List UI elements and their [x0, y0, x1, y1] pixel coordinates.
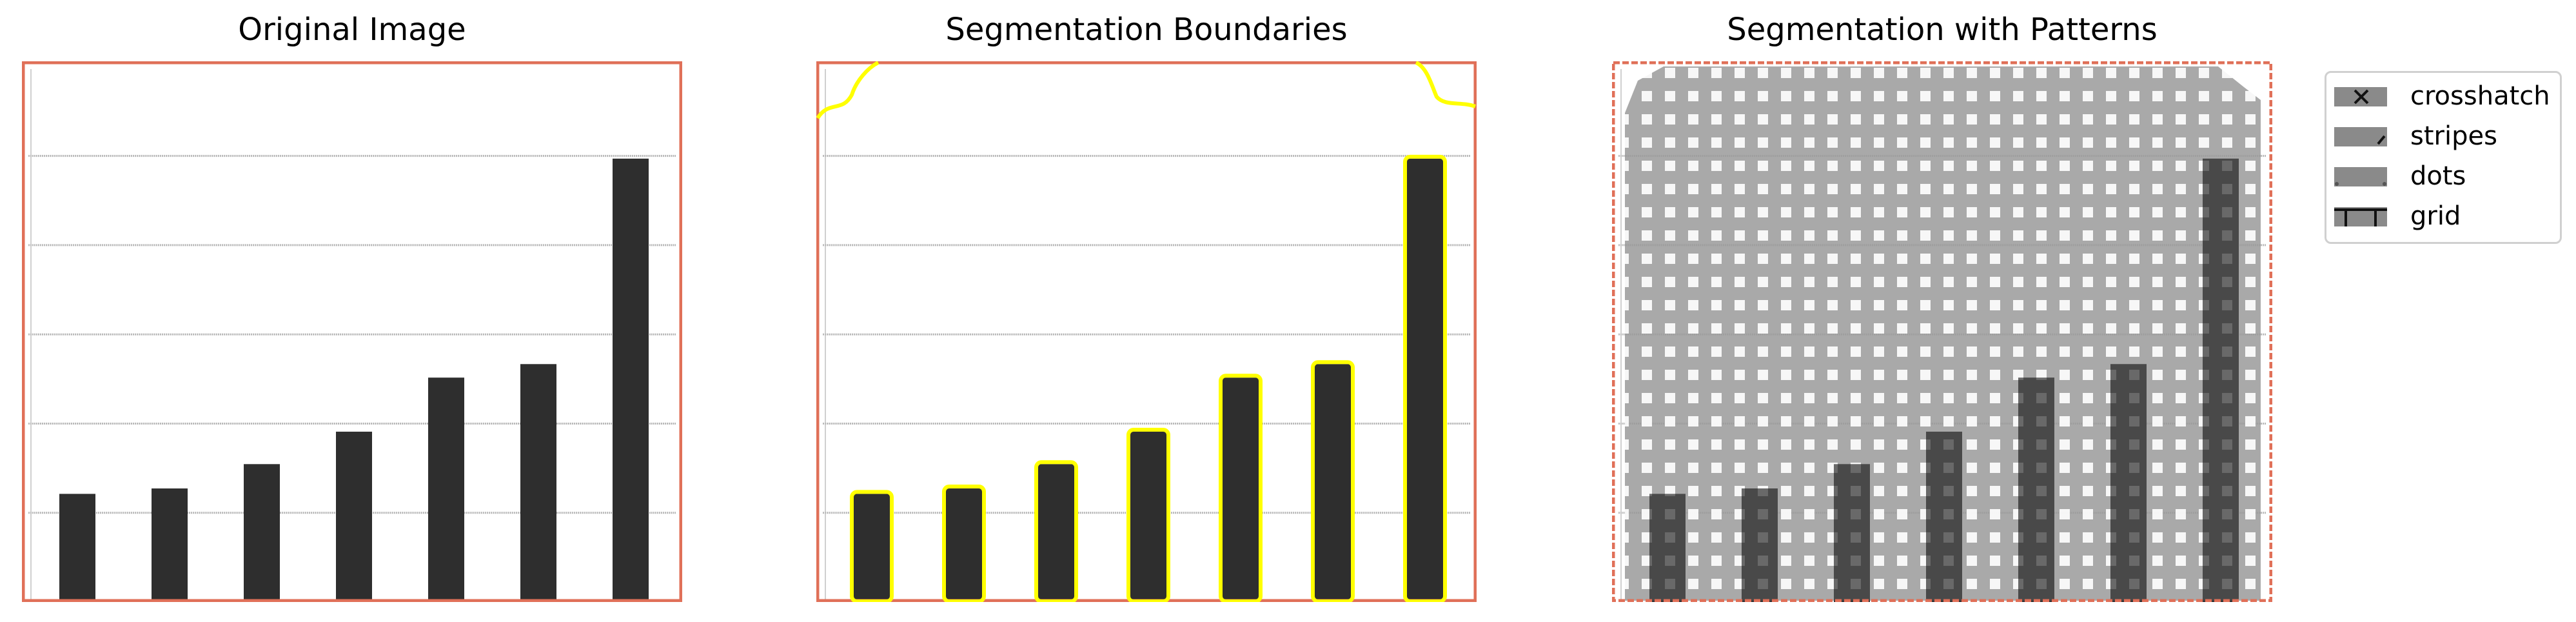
- legend-item-dots: dots: [2334, 161, 2560, 193]
- bar-boundary: [1403, 154, 1447, 602]
- segmentation-boundaries-panel: [816, 61, 1477, 602]
- stripes-icon: [2334, 127, 2387, 146]
- bar-boundary: [1126, 428, 1170, 602]
- corner-boundary: [816, 61, 880, 119]
- image-frame: [22, 61, 682, 602]
- bar: [520, 364, 556, 602]
- panel-title-patterns: Segmentation with Patterns: [1727, 12, 2158, 48]
- original-image-panel: [22, 61, 682, 602]
- panel-title-original: Original Image: [238, 12, 466, 48]
- segmentation-boundaries-image: [816, 61, 1477, 602]
- bar-boundary: [1311, 360, 1355, 602]
- pattern-overlay: [1625, 66, 2261, 601]
- bar: [336, 432, 372, 602]
- bar: [613, 158, 649, 602]
- crosshatch-icon: [2334, 87, 2387, 106]
- bar-boundary: [1034, 460, 1078, 602]
- bar: [1407, 158, 1443, 602]
- legend-label: grid: [2410, 201, 2461, 231]
- legend-label: dots: [2410, 161, 2466, 191]
- legend-item-crosshatch: crosshatch: [2334, 81, 2560, 113]
- bar: [428, 377, 464, 602]
- bar: [1223, 377, 1259, 602]
- bar: [1315, 364, 1351, 602]
- legend-label: stripes: [2410, 121, 2497, 151]
- panel-title-boundaries: Segmentation Boundaries: [945, 12, 1348, 48]
- image-frame: [1612, 61, 2272, 602]
- corner-boundary: [1415, 61, 1477, 108]
- bar: [1038, 464, 1074, 602]
- bar: [59, 494, 95, 602]
- segmentation-patterns-image: [1612, 61, 2272, 602]
- bar-overlay: [1649, 494, 1686, 602]
- bar-overlay: [1742, 488, 1778, 602]
- grid-icon: [2334, 207, 2387, 226]
- bar-boundary: [942, 485, 986, 602]
- bar-boundary: [1219, 374, 1263, 602]
- pattern-legend: crosshatch stripes dots grid: [2325, 71, 2562, 244]
- dots-icon: [2334, 167, 2387, 186]
- bar-overlay: [1926, 432, 1962, 602]
- bar: [244, 464, 280, 602]
- bar-overlay: [2203, 158, 2239, 602]
- bar: [946, 488, 982, 602]
- segmentation-patterns-panel: [1612, 61, 2272, 602]
- legend-label: crosshatch: [2410, 81, 2550, 111]
- original-image: [22, 61, 682, 602]
- legend-item-grid: grid: [2334, 201, 2560, 233]
- bar-overlay: [2110, 364, 2147, 602]
- legend-item-stripes: stripes: [2334, 121, 2560, 153]
- bar-boundary: [850, 490, 894, 602]
- bar-overlay: [2018, 377, 2054, 602]
- bar: [854, 494, 890, 602]
- bar-overlay: [1834, 464, 1870, 602]
- bar: [152, 488, 188, 602]
- bar: [1130, 432, 1166, 602]
